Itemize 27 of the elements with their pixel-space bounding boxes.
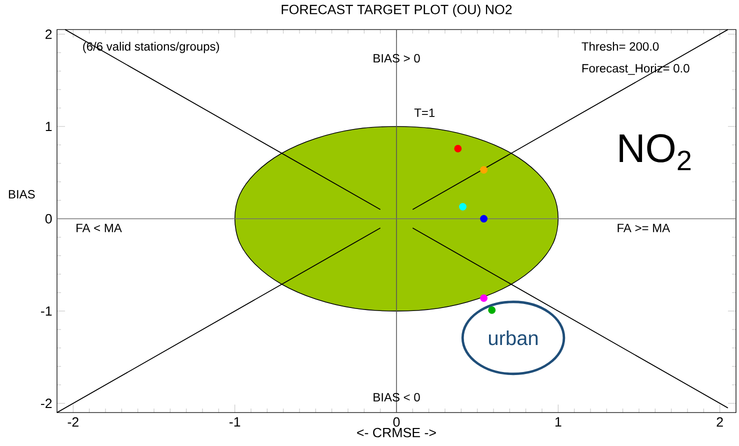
point [488,306,496,314]
point [459,203,467,211]
x-tick-label: 1 [555,417,562,427]
annotation: T=1 [414,108,435,118]
x-tick-label: -2 [68,417,78,427]
annotation: BIAS < 0 [374,393,420,402]
annotation: FA < MA [76,224,122,232]
x-tick-label: -1 [229,417,240,427]
y-tick-label: 2 [46,30,52,40]
annotation: BIAS > 0 [374,54,420,63]
annotation: FA >= MA [618,224,670,232]
x-tick-label: 2 [716,417,723,427]
annotation: Thresh= 200.0 [582,42,659,51]
point [480,215,488,223]
x-axis-title: <- CRMSE -> [357,428,436,438]
point [480,166,488,174]
point [454,145,462,153]
y-tick-label: 0 [45,214,52,224]
annotation: NO$_{2}$ [620,134,691,170]
y-axis-title: BIAS [8,190,35,199]
y-tick-label: 1 [46,122,52,132]
y-tick-label: -2 [41,398,52,408]
y-tick-label: -1 [41,306,52,316]
x-tick-label: 0 [393,417,400,427]
chart-title: FORECAST TARGET PLOT (OU) NO2 [282,4,512,18]
annotation: urban [489,330,538,346]
point [480,294,488,302]
